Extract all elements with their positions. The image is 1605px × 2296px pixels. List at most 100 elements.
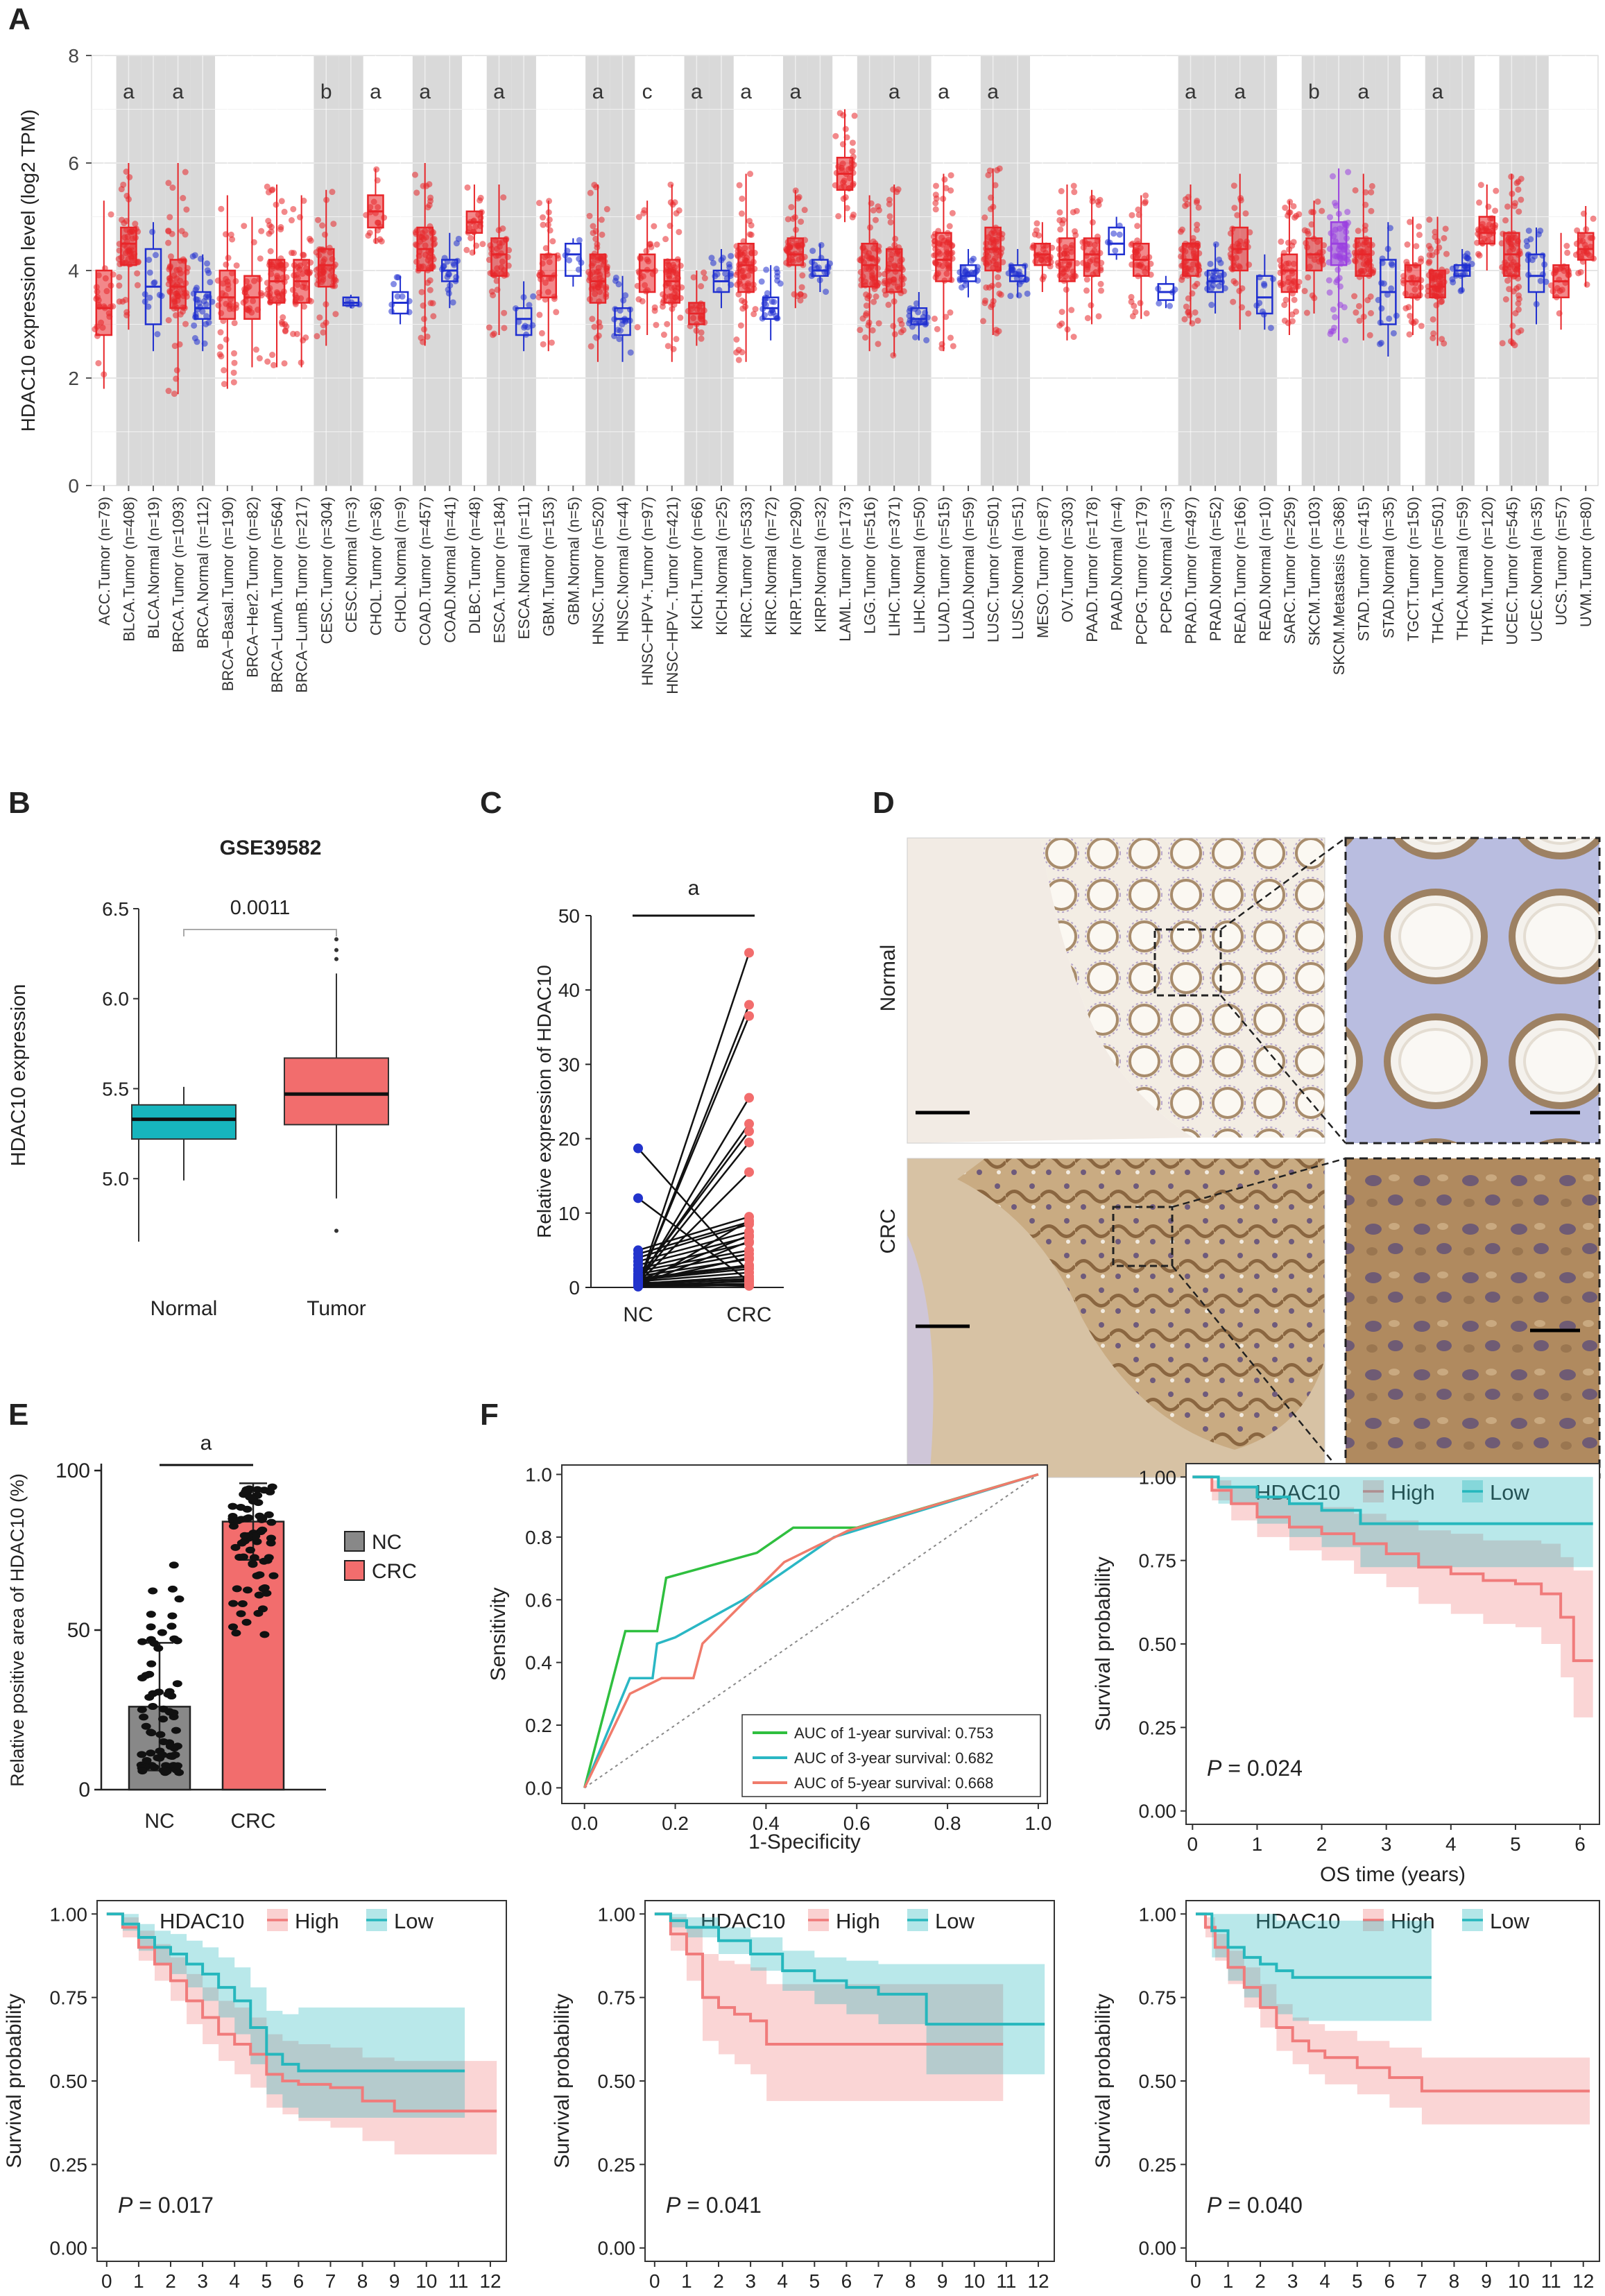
panel-a-point — [943, 185, 950, 191]
panel-a-point — [958, 284, 965, 291]
panel-a-point — [664, 320, 671, 327]
panel-a-point — [993, 329, 1000, 336]
panel-a-point — [1527, 236, 1534, 243]
panel-a-point — [429, 300, 436, 307]
panel-a-xtick-label: STAD.Normal (n=35) — [1380, 497, 1397, 638]
km-xtick-label: 11 — [996, 2270, 1016, 2292]
panel-a-point — [221, 367, 228, 374]
panel-a-sig-label: a — [938, 80, 950, 103]
km-xtick-label: 12 — [1027, 2270, 1049, 2292]
panel-a-point — [591, 323, 598, 330]
panel-a-point — [321, 231, 328, 238]
panel-a-point — [1083, 276, 1090, 283]
panel-a-xtick-label: PRAD.Normal (n=52) — [1207, 497, 1224, 641]
panel-a-point — [319, 222, 326, 229]
panel-b-outlier — [334, 937, 338, 942]
panel-a-point — [1036, 232, 1042, 239]
panel-a-point — [1056, 322, 1063, 329]
panel-f-diagonal — [584, 1473, 1039, 1789]
panel-a-point — [1024, 290, 1031, 297]
panel-a-point — [1230, 298, 1237, 305]
panel-a-point — [1563, 243, 1570, 250]
panel-f-roc-line — [583, 1473, 1039, 1788]
panel-a-box — [812, 259, 829, 277]
panel-a-point — [228, 231, 234, 238]
panel-a-point — [872, 216, 879, 223]
panel-a-point — [1095, 313, 1102, 320]
panel-a-point — [865, 322, 872, 329]
panel-a-point — [676, 228, 683, 235]
panel-a-point — [1194, 280, 1201, 287]
panel-e-point — [137, 1767, 148, 1775]
panel-b-outlier — [334, 1228, 338, 1233]
panel-a-point — [1430, 334, 1436, 341]
panel-a-point — [616, 336, 623, 343]
panel-a-point — [1305, 274, 1312, 281]
panel-a-point — [281, 360, 288, 367]
panel-c-sig-label: a — [688, 877, 700, 900]
km-xtick-label: 3 — [1287, 2270, 1298, 2292]
panel-a-point — [886, 213, 893, 220]
panel-a-xtick-label: LIHC.Normal (n=50) — [911, 497, 928, 633]
km-pvalue: P = 0.040 — [1207, 2193, 1303, 2218]
panel-e-point — [144, 1670, 155, 1678]
panel-a-point — [231, 320, 238, 327]
panel-f: 0.0 0.0 0.2 0.2 0.4 0.4 0.6 0.6 0.8 0.8 1.0 1.0 1-Sp… — [487, 1464, 1052, 1853]
km-xtick-label: 11 — [448, 2270, 468, 2292]
panel-a-xtick-label: KICH.Normal (n=25) — [713, 497, 730, 635]
km-xtick-label: 4 — [1445, 1833, 1457, 1855]
km-legend-label-high: High — [836, 1909, 880, 1933]
panel-b-outlier — [334, 948, 338, 952]
panel-a-point — [598, 216, 605, 223]
panel-f-ylabel: Sensitivity — [487, 1587, 510, 1681]
panel-a-point — [116, 282, 123, 289]
panel-a-point — [1331, 325, 1338, 332]
panel-a-point — [590, 223, 596, 230]
panel-f-roc-line — [583, 1473, 1039, 1789]
panel-a-point — [789, 215, 796, 222]
panel-c-pair-line — [637, 1221, 750, 1255]
panel-a-point — [947, 334, 954, 341]
panel-a-point — [1007, 293, 1014, 300]
km-ylabel: Survival probability — [1092, 1557, 1115, 1731]
panel-a-point — [549, 238, 556, 245]
km-ytick-label: 0.25 — [1139, 1717, 1177, 1738]
panel-e-point — [250, 1532, 261, 1540]
panel-e-point — [154, 1688, 164, 1696]
panel-a-sig-label: a — [1185, 80, 1196, 103]
panel-a-point — [795, 195, 802, 202]
km-xtick-label: 2 — [713, 2270, 724, 2292]
panel-e-point — [164, 1708, 175, 1715]
panel-a-sig-label: a — [1357, 80, 1369, 103]
panel-a-point — [799, 272, 806, 279]
panel-a-point — [165, 180, 172, 187]
panel-a-point — [1525, 228, 1532, 234]
panel-a-point — [662, 236, 669, 243]
panel-a-box — [787, 237, 805, 266]
panel-f-legend-label: AUC of 3-year survival: 0.682 — [794, 1749, 993, 1767]
panel-a-point — [171, 391, 178, 397]
panel-a-point — [256, 355, 263, 362]
panel-e-point — [146, 1729, 157, 1737]
panel-a-point — [203, 320, 209, 327]
panel-a-point — [797, 291, 804, 298]
panel-a-point — [1310, 209, 1316, 216]
panel-a-point — [777, 280, 784, 287]
panel-a-point — [314, 333, 320, 340]
km-ytick-label: 0.00 — [50, 2238, 88, 2259]
panel-c-crc-point — [744, 1215, 754, 1226]
panel-e-point — [236, 1503, 246, 1511]
panel-a-point — [1070, 334, 1077, 341]
panel-a-xtick-label: CESC.Normal (n=3) — [343, 497, 360, 633]
panel-a-xtick-label: SKCM.Tumor (n=103) — [1306, 497, 1323, 646]
panel-c-pair-line — [637, 1142, 750, 1283]
panel-a-xtick-label: PRAD.Tumor (n=497) — [1182, 497, 1199, 644]
km-plot-area — [96, 1900, 507, 2262]
panel-b-xtick-label: Tumor — [307, 1297, 366, 1320]
panel-a-point — [300, 251, 307, 258]
panel-a-sig-label: a — [1234, 80, 1246, 103]
panel-a-box — [1355, 237, 1373, 277]
panel-a-xtick-label: READ.Normal (n=10) — [1256, 497, 1273, 641]
panel-a-point — [1097, 280, 1104, 287]
panel-e-point — [174, 1595, 184, 1603]
